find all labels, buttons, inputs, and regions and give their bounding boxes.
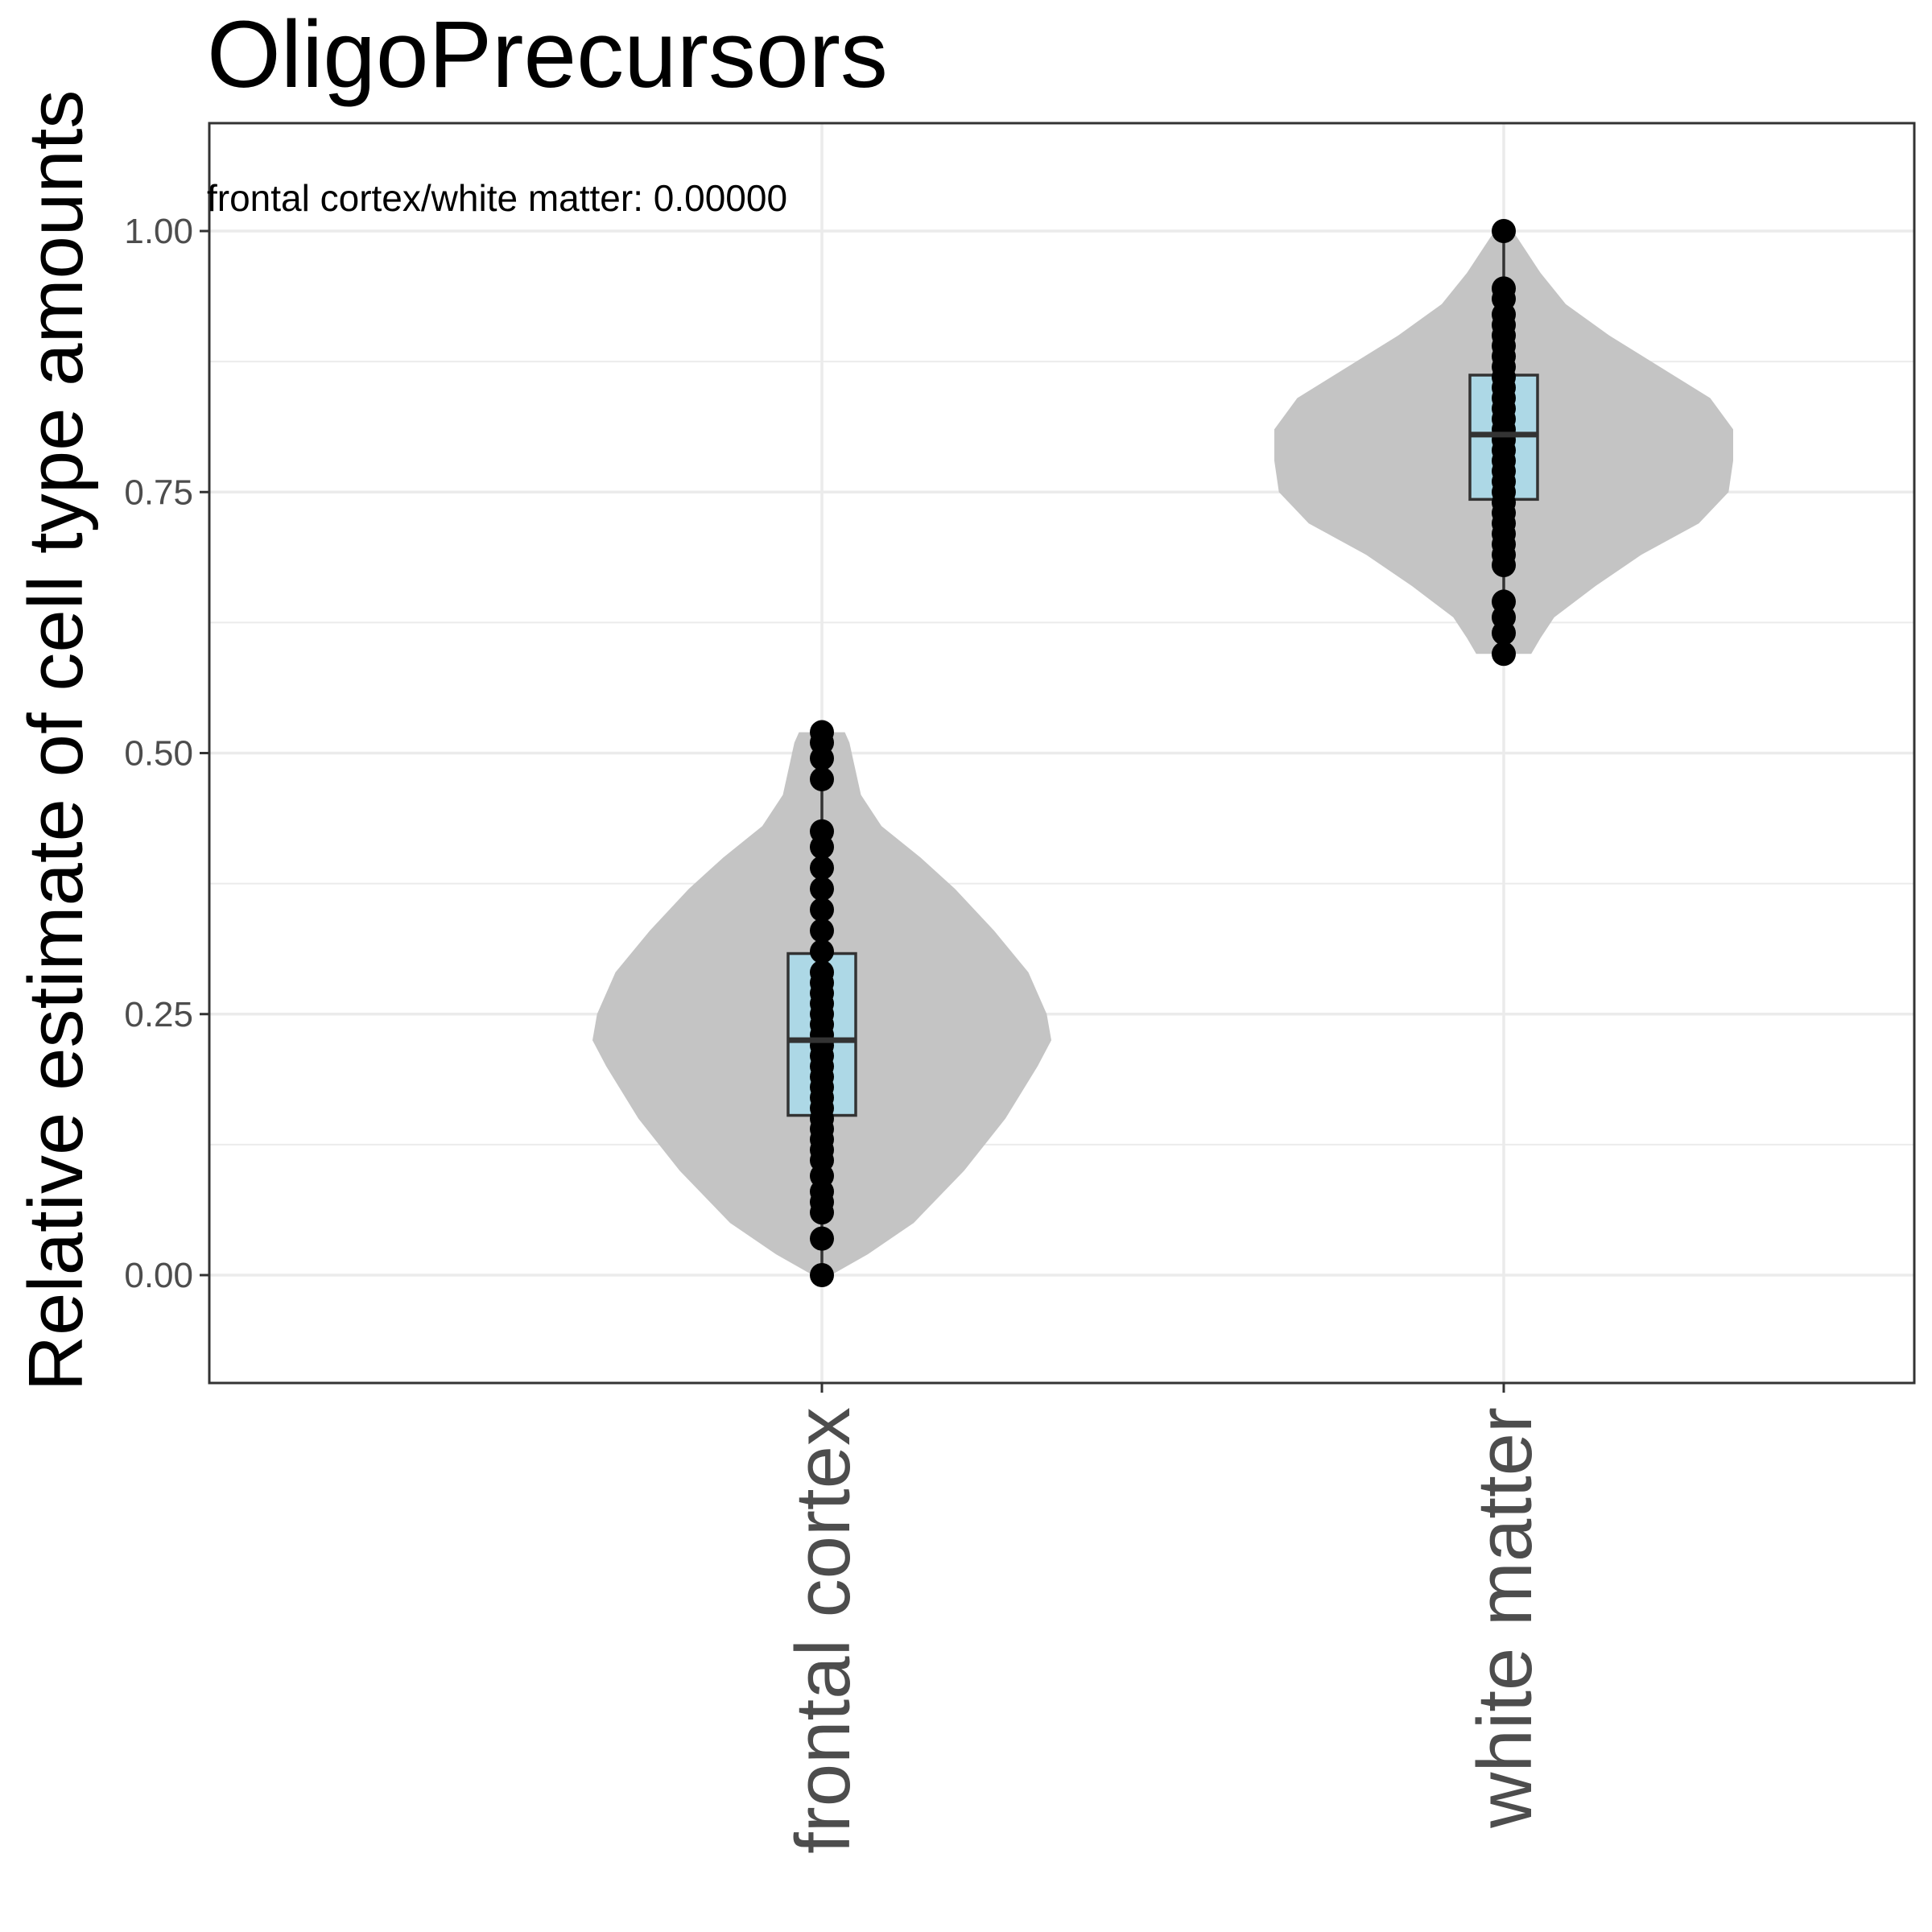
y-tick-label: 0.75 <box>124 473 193 512</box>
axis-layer: 0.00 0.25 0.50 0.75 1.00 frontal cortex white … <box>124 212 1548 1854</box>
data-point <box>1492 276 1516 301</box>
y-tick-label: 0.25 <box>124 995 193 1034</box>
data-point <box>810 819 834 844</box>
grid-layer <box>209 123 1914 1383</box>
data-point <box>810 898 834 923</box>
y-tick-label: 0.50 <box>124 734 193 774</box>
data-point <box>810 960 834 985</box>
data-point <box>810 766 834 791</box>
point-layer <box>788 219 1538 1287</box>
data-point <box>810 918 834 943</box>
data-point <box>1492 219 1516 243</box>
x-tick-label: white matter <box>1462 1407 1548 1829</box>
data-point <box>810 877 834 902</box>
chart-title: OligoPrecursors <box>207 2 888 108</box>
data-point <box>810 856 834 881</box>
data-point <box>810 1226 834 1251</box>
p-value-annotation: frontal cortex/white matter: 0.00000 <box>207 177 787 219</box>
data-point <box>810 720 834 745</box>
x-tick-label: frontal cortex <box>780 1407 866 1854</box>
data-point <box>1492 642 1516 667</box>
y-tick-label: 0.00 <box>124 1256 193 1295</box>
data-point <box>1492 589 1516 614</box>
y-tick-label: 1.00 <box>124 212 193 251</box>
data-point <box>810 1263 834 1287</box>
y-axis-label: Relative estimate of cell type amounts <box>13 90 99 1392</box>
data-point <box>810 939 834 964</box>
